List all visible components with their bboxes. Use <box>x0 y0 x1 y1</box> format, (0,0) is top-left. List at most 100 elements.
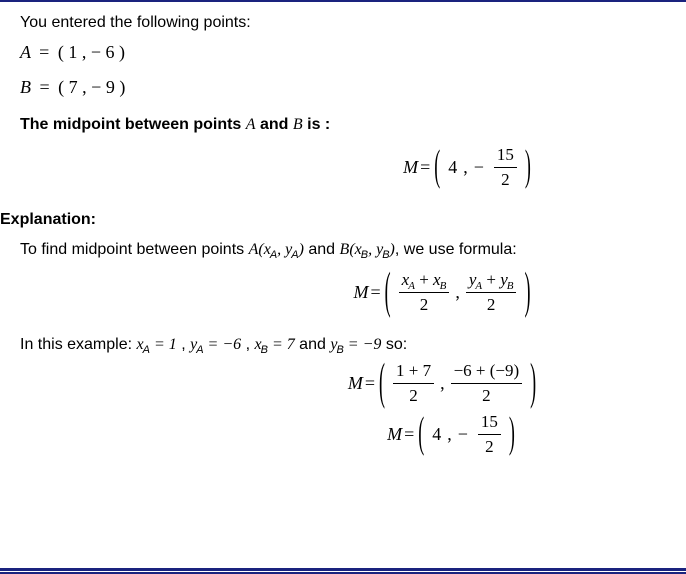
point-b-eq: = <box>40 77 50 97</box>
midpoint-result-equation: M = ( 4 , − 15 2 ) <box>20 144 666 191</box>
explain-prefix: To find midpoint between points <box>20 241 249 258</box>
point-a-eq: = <box>39 42 49 62</box>
example-sep2: , <box>241 336 254 353</box>
example-suffix: so: <box>381 336 407 353</box>
explain-A: A <box>249 241 259 258</box>
point-b-x: 7 <box>69 77 78 97</box>
point-b-neg: − <box>91 77 106 97</box>
explanation-heading: Explanation: <box>0 211 666 229</box>
formula-den1: 2 <box>399 294 450 316</box>
explain-suffix: , we use formula: <box>395 241 517 258</box>
formula-rparen: ) <box>524 262 530 321</box>
example-eq1: = 1 <box>150 336 177 353</box>
formula-eq: = <box>371 282 381 303</box>
example-eq3: = 7 <box>268 336 295 353</box>
point-a-neg: − <box>91 42 106 62</box>
explain-Asub1: A <box>270 249 277 261</box>
calc1-comma: , <box>440 373 445 394</box>
point-b-equation: B = ( 7 , − 9 ) <box>20 73 666 102</box>
explanation-para: To find midpoint between points A(xA, yA… <box>20 241 666 259</box>
midpoint-neg: − <box>474 157 484 178</box>
content: You entered the following points: A = ( … <box>0 2 686 458</box>
point-a-open: ( <box>58 42 69 62</box>
midpoint-b: B <box>293 116 303 133</box>
formula-frac1: xA + xB 2 <box>399 269 450 316</box>
example-subB2: B <box>336 344 343 356</box>
example-subA2: A <box>196 344 203 356</box>
calc1-den1: 2 <box>393 385 434 407</box>
formula-bar1 <box>399 292 450 293</box>
formula-bar2 <box>466 292 517 293</box>
midpoint-frac-num: 15 <box>494 144 517 166</box>
midpoint-suffix: is : <box>303 116 331 133</box>
calc2-x: 4 <box>432 424 441 445</box>
calc2-comma: , <box>447 424 452 445</box>
midpoint-eq: = <box>420 157 430 178</box>
bottom-divider-1 <box>0 568 686 571</box>
explain-Bsub1: B <box>361 249 368 261</box>
calc1-eq: = <box>365 373 375 394</box>
formula-num2: yA + yB <box>466 269 517 291</box>
point-a-y: 6 <box>105 42 114 62</box>
calc2-frac-num: 15 <box>478 411 501 433</box>
calc1-equation: M = ( 1 + 7 2 , −6 + (−9) 2 ) <box>20 360 666 407</box>
point-a-label: A <box>20 42 31 62</box>
formula-equation: M = ( xA + xB 2 , yA + yB 2 ) <box>20 269 666 316</box>
midpoint-a: A <box>246 116 256 133</box>
calc2-M: M <box>387 424 402 445</box>
point-a-equation: A = ( 1 , − 6 ) <box>20 38 666 67</box>
calc2-rparen: ) <box>509 409 515 459</box>
calc1-den2: 2 <box>451 385 523 407</box>
explain-comma1: , <box>277 241 285 258</box>
point-b-close: ) <box>119 77 125 97</box>
midpoint-frac: 15 2 <box>494 144 517 191</box>
midpoint-and: and <box>256 116 293 133</box>
calc1-bar1 <box>393 383 434 384</box>
calc2-eq: = <box>404 424 414 445</box>
calc1-frac1: 1 + 7 2 <box>393 360 434 407</box>
formula-num1: xA + xB <box>399 269 450 291</box>
explain-Asub2: A <box>291 249 298 261</box>
point-a-sep: , <box>82 42 87 62</box>
calc1-rparen: ) <box>530 353 536 412</box>
example-subA: A <box>143 344 150 356</box>
intro-text: You entered the following points: <box>20 14 666 32</box>
explain-comma2: , <box>368 241 376 258</box>
midpoint-comma: , <box>463 157 468 178</box>
example-and: and <box>295 336 331 353</box>
point-a-close: ) <box>119 42 125 62</box>
example-subB: B <box>261 344 268 356</box>
calc2-frac: 15 2 <box>478 411 501 458</box>
midpoint-frac-den: 2 <box>494 169 517 191</box>
calc1-num1: 1 + 7 <box>393 360 434 382</box>
midpoint-x: 4 <box>448 157 457 178</box>
calc2-frac-den: 2 <box>478 436 501 458</box>
midpoint-lparen: ( <box>434 141 440 191</box>
point-b-label: B <box>20 77 31 97</box>
midpoint-statement: The midpoint between points A and B is : <box>20 116 666 134</box>
example-eq4: = −9 <box>344 336 382 353</box>
calc1-num2: −6 + (−9) <box>451 360 523 382</box>
calc1-M: M <box>348 373 363 394</box>
formula-lparen: ( <box>385 262 391 321</box>
point-a-x: 1 <box>68 42 77 62</box>
example-prefix: In this example: <box>20 336 137 353</box>
calc2-equation: M = ( 4 , − 15 2 ) <box>20 411 666 458</box>
formula-comma: , <box>455 282 460 303</box>
point-b-sep: , <box>82 77 87 97</box>
example-eq2: = −6 <box>204 336 242 353</box>
explain-and: and <box>304 241 340 258</box>
point-b-y: 9 <box>106 77 115 97</box>
calc1-frac2: −6 + (−9) 2 <box>451 360 523 407</box>
point-b-open: ( <box>58 77 69 97</box>
explain-B: B <box>340 241 350 258</box>
calc2-lparen: ( <box>418 409 424 459</box>
midpoint-frac-bar <box>494 167 517 168</box>
calc1-bar2 <box>451 383 523 384</box>
formula-frac2: yA + yB 2 <box>466 269 517 316</box>
formula-den2: 2 <box>466 294 517 316</box>
calc1-lparen: ( <box>379 353 385 412</box>
midpoint-rparen: ) <box>525 141 531 191</box>
midpoint-prefix: The midpoint between points <box>20 116 246 133</box>
example-line: In this example: xA = 1 , yA = −6 , xB =… <box>0 336 666 354</box>
